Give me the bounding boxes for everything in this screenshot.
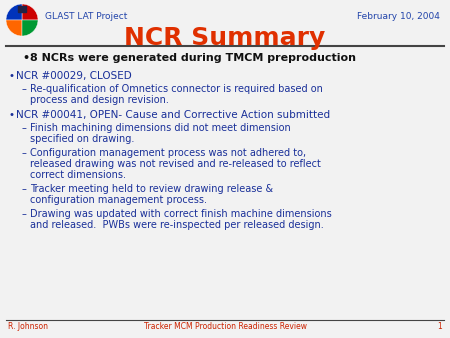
Text: configuration management process.: configuration management process. <box>30 195 207 205</box>
Text: –: – <box>22 209 27 219</box>
Wedge shape <box>6 4 22 20</box>
Text: process and design revision.: process and design revision. <box>30 95 169 105</box>
Text: NCR Summary: NCR Summary <box>124 26 326 50</box>
Text: GLAST LAT Project: GLAST LAT Project <box>45 12 127 21</box>
Text: February 10, 2004: February 10, 2004 <box>357 12 440 21</box>
Text: •: • <box>22 53 29 63</box>
Text: correct dimensions.: correct dimensions. <box>30 170 126 180</box>
Text: –: – <box>22 148 27 158</box>
Text: R. Johnson: R. Johnson <box>8 322 48 331</box>
Bar <box>18 6 26 12</box>
Text: Drawing was updated with correct finish machine dimensions: Drawing was updated with correct finish … <box>30 209 332 219</box>
Text: –: – <box>22 84 27 94</box>
Text: •: • <box>8 71 14 81</box>
Text: Tracker meeting held to review drawing release &: Tracker meeting held to review drawing r… <box>30 184 273 194</box>
Text: Re-qualification of Omnetics connector is required based on: Re-qualification of Omnetics connector i… <box>30 84 323 94</box>
Text: specified on drawing.: specified on drawing. <box>30 134 135 144</box>
Text: and released.  PWBs were re-inspected per released design.: and released. PWBs were re-inspected per… <box>30 220 324 230</box>
Text: NCR #00029, CLOSED: NCR #00029, CLOSED <box>16 71 132 81</box>
Text: 8 NCRs were generated during TMCM preproduction: 8 NCRs were generated during TMCM prepro… <box>30 53 356 63</box>
Wedge shape <box>22 20 38 36</box>
Wedge shape <box>22 4 38 20</box>
Text: released drawing was not revised and re-released to reflect: released drawing was not revised and re-… <box>30 159 321 169</box>
Text: NCR #00041, OPEN- Cause and Corrective Action submitted: NCR #00041, OPEN- Cause and Corrective A… <box>16 110 330 120</box>
Text: –: – <box>22 184 27 194</box>
Text: 1: 1 <box>437 322 442 331</box>
Text: Tracker MCM Production Readiness Review: Tracker MCM Production Readiness Review <box>144 322 306 331</box>
Text: Configuration management process was not adhered to,: Configuration management process was not… <box>30 148 306 158</box>
Text: Finish machining dimensions did not meet dimension: Finish machining dimensions did not meet… <box>30 123 291 133</box>
Text: •: • <box>8 110 14 120</box>
Text: –: – <box>22 123 27 133</box>
Wedge shape <box>6 20 22 36</box>
